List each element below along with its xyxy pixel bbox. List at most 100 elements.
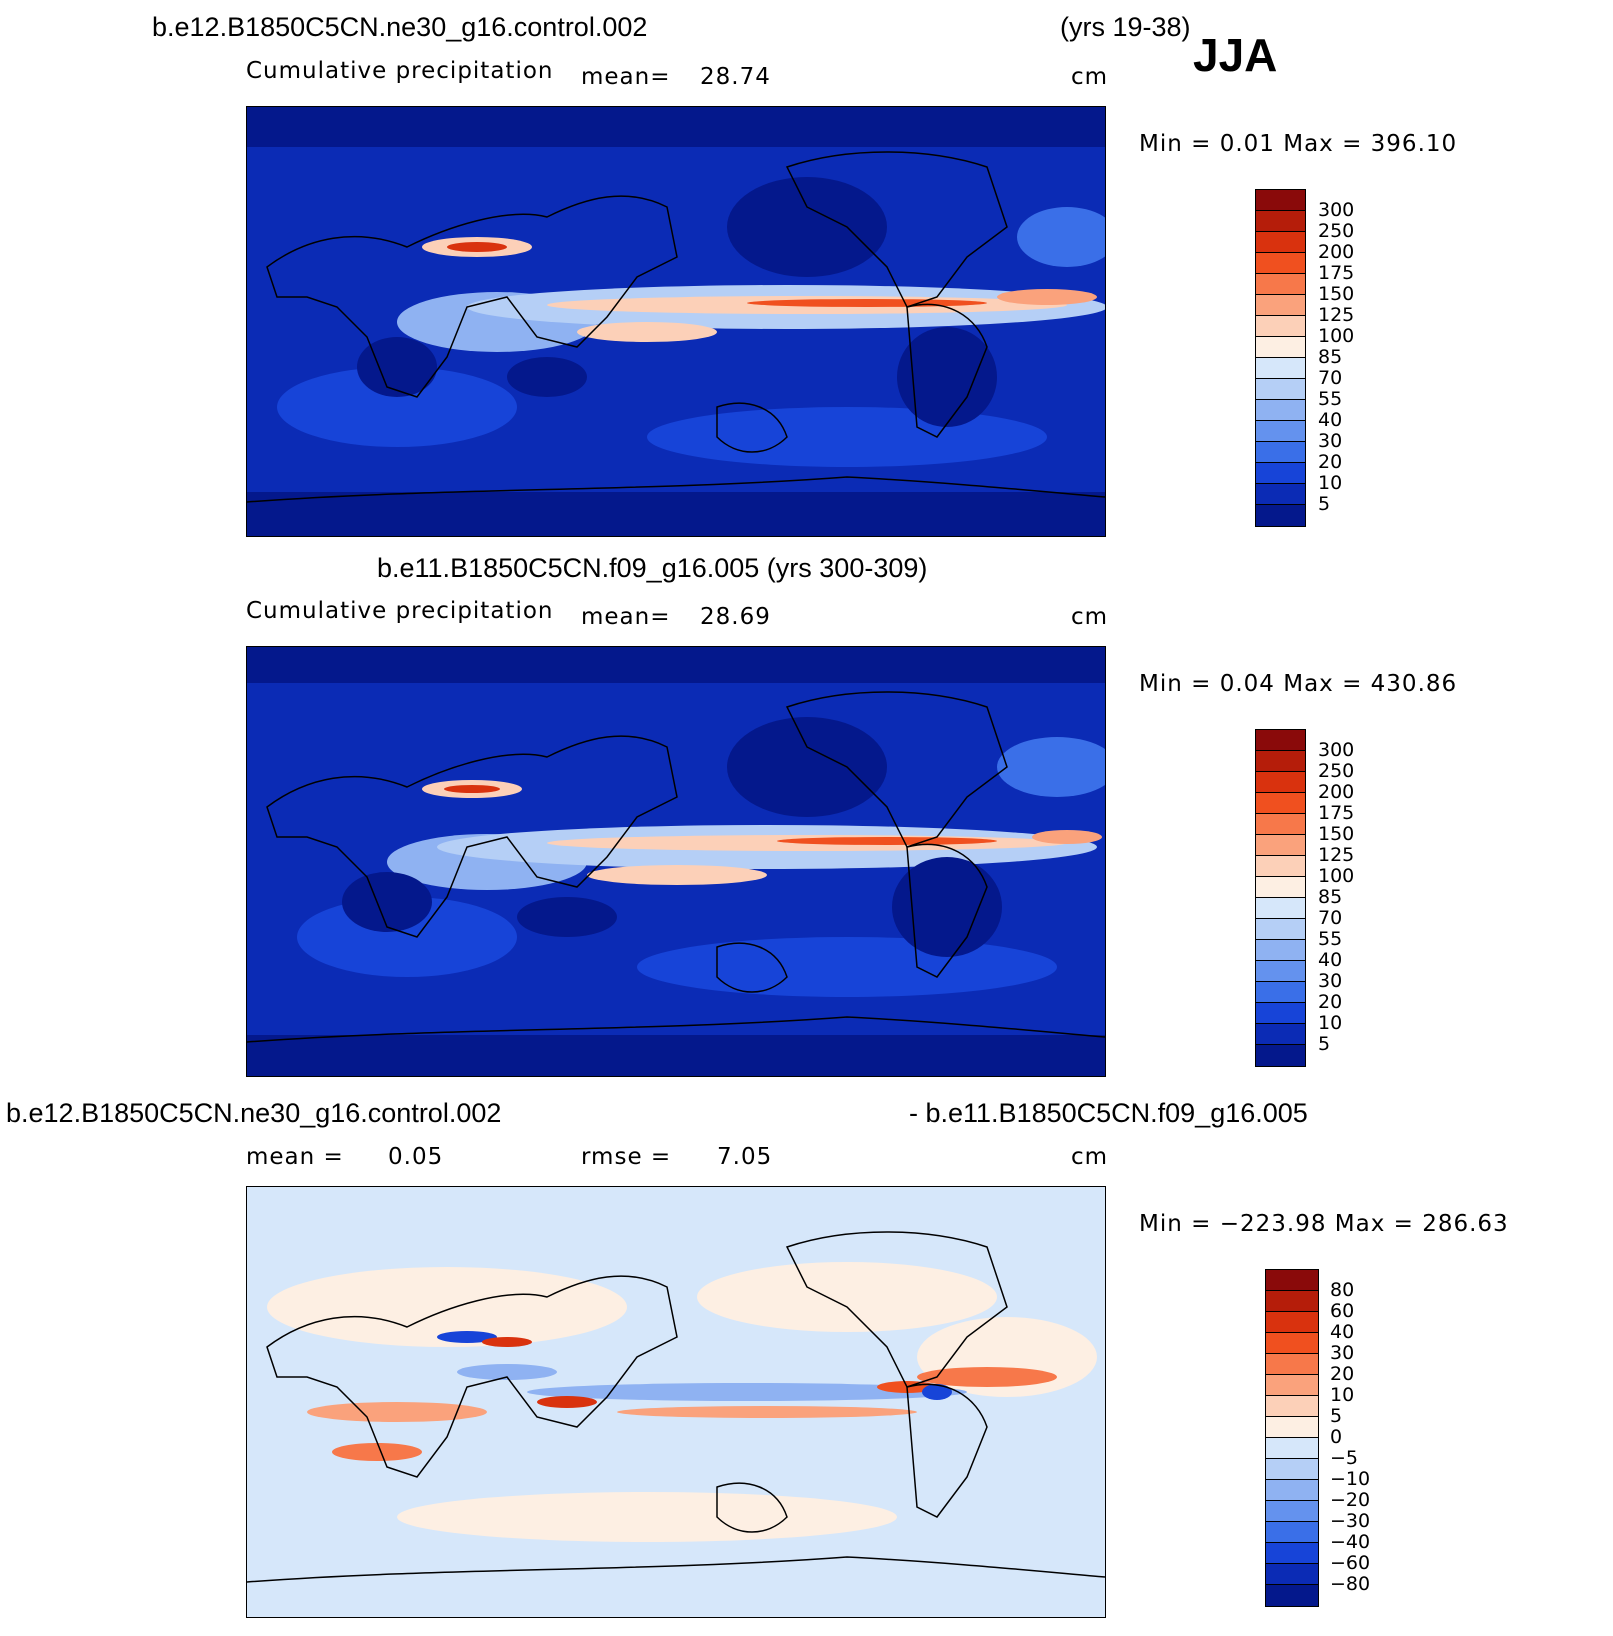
colorbar-swatch <box>1256 835 1305 856</box>
panel1-colorbar-labels: 300 250 200 175 150 125 100 85 70 55 40 30 20 10 5 <box>1318 189 1378 525</box>
panel2-min-max: Min = 0.04 Max = 430.86 <box>1139 671 1458 697</box>
panel2-precip-map <box>246 646 1106 1077</box>
panel2-title: b.e11.B1850C5CN.f09_g16.005 (yrs 300-309… <box>377 553 928 583</box>
colorbar-swatch <box>1256 940 1305 961</box>
colorbar-tick-label: 250 <box>1318 760 1355 782</box>
panel2-field-label: Cumulative precipitation <box>246 598 554 624</box>
colorbar-swatch <box>1256 211 1305 232</box>
colorbar-tick-label: 125 <box>1318 304 1355 326</box>
colorbar-tick-label: 85 <box>1318 346 1343 368</box>
colorbar-swatch <box>1256 793 1305 814</box>
colorbar-tick-label: 85 <box>1318 886 1343 908</box>
colorbar-tick-label: 10 <box>1330 1384 1355 1406</box>
colorbar-swatch <box>1256 856 1305 877</box>
colorbar-swatch <box>1256 316 1305 337</box>
colorbar-swatch <box>1256 1003 1305 1024</box>
colorbar-tick-label: −30 <box>1330 1510 1371 1532</box>
colorbar-swatch <box>1256 751 1305 772</box>
colorbar-swatch <box>1256 961 1305 982</box>
panel1-min-max: Min = 0.01 Max = 396.10 <box>1139 131 1458 157</box>
colorbar-swatch <box>1256 337 1305 358</box>
colorbar-tick-label: 30 <box>1330 1342 1355 1364</box>
colorbar-tick-label: 55 <box>1318 928 1343 950</box>
colorbar-swatch <box>1266 1417 1318 1438</box>
panel2-colorbar-labels: 300 250 200 175 150 125 100 85 70 55 40 30 20 10 5 <box>1318 729 1378 1065</box>
colorbar-swatch <box>1256 898 1305 919</box>
colorbar-swatch <box>1266 1564 1318 1585</box>
panel3-colorbar-labels: 80 60 40 30 20 10 5 0 −5 −10 −20 −30 −40 −60 −80 <box>1330 1269 1400 1605</box>
colorbar-swatch <box>1266 1543 1318 1564</box>
colorbar-tick-label: 70 <box>1318 367 1343 389</box>
colorbar-swatch <box>1256 463 1305 484</box>
colorbar-swatch <box>1266 1501 1318 1522</box>
colorbar-swatch <box>1256 442 1305 463</box>
colorbar-swatch <box>1266 1312 1318 1333</box>
colorbar-swatch <box>1266 1438 1318 1459</box>
panel3-rmse-value: 7.05 <box>717 1144 773 1170</box>
colorbar-tick-label: 55 <box>1318 388 1343 410</box>
colorbar-swatch <box>1266 1375 1318 1396</box>
panel1-map-graphic <box>247 107 1105 536</box>
colorbar-swatch <box>1266 1480 1318 1501</box>
panel3-colorbar <box>1265 1269 1319 1607</box>
colorbar-tick-label: 60 <box>1330 1300 1355 1322</box>
colorbar-tick-label: −80 <box>1330 1573 1371 1595</box>
case1-years: (yrs 19-38) <box>1060 12 1191 42</box>
colorbar-swatch <box>1256 379 1305 400</box>
panel3-mean-label: mean = <box>246 1144 344 1170</box>
colorbar-swatch <box>1266 1396 1318 1417</box>
colorbar-tick-label: 150 <box>1318 823 1355 845</box>
colorbar-swatch <box>1256 982 1305 1003</box>
colorbar-tick-label: 125 <box>1318 844 1355 866</box>
colorbar-tick-label: 150 <box>1318 283 1355 305</box>
colorbar-swatch <box>1256 421 1305 442</box>
colorbar-swatch <box>1266 1291 1318 1312</box>
panel3-mean-value: 0.05 <box>388 1144 444 1170</box>
panel2-mean-label: mean= <box>581 604 671 630</box>
colorbar-tick-label: 40 <box>1318 949 1343 971</box>
colorbar-swatch <box>1256 253 1305 274</box>
panel1-mean-value: 28.74 <box>700 64 771 90</box>
colorbar-swatch <box>1256 190 1305 211</box>
colorbar-swatch <box>1266 1270 1318 1291</box>
colorbar-swatch <box>1256 295 1305 316</box>
colorbar-tick-label: 20 <box>1318 991 1343 1013</box>
colorbar-tick-label: 300 <box>1318 199 1355 221</box>
colorbar-swatch <box>1256 877 1305 898</box>
colorbar-tick-label: 175 <box>1318 802 1355 824</box>
colorbar-tick-label: 40 <box>1318 409 1343 431</box>
colorbar-swatch <box>1256 772 1305 793</box>
colorbar-swatch <box>1266 1354 1318 1375</box>
panel1-precip-map <box>246 106 1106 537</box>
season-label: JJA <box>1193 29 1278 81</box>
panel3-min-max: Min = −223.98 Max = 286.63 <box>1139 1211 1509 1237</box>
colorbar-tick-label: 70 <box>1318 907 1343 929</box>
colorbar-tick-label: 40 <box>1330 1321 1355 1343</box>
colorbar-tick-label: 30 <box>1318 430 1343 452</box>
colorbar-swatch <box>1256 730 1305 751</box>
panel1-units: cm <box>1071 64 1109 90</box>
colorbar-swatch <box>1256 1045 1305 1066</box>
colorbar-swatch <box>1256 814 1305 835</box>
panel2-mean-value: 28.69 <box>700 604 771 630</box>
colorbar-tick-label: −10 <box>1330 1468 1371 1490</box>
colorbar-tick-label: 200 <box>1318 781 1355 803</box>
panel1-colorbar <box>1255 189 1306 527</box>
colorbar-tick-label: 5 <box>1318 1033 1331 1055</box>
colorbar-tick-label: 100 <box>1318 325 1355 347</box>
panel2-units: cm <box>1071 604 1109 630</box>
colorbar-swatch <box>1266 1585 1318 1606</box>
panel3-title-right: - b.e11.B1850C5CN.f09_g16.005 <box>909 1098 1308 1128</box>
colorbar-tick-label: 175 <box>1318 262 1355 284</box>
colorbar-tick-label: 20 <box>1318 451 1343 473</box>
colorbar-tick-label: 80 <box>1330 1279 1355 1301</box>
panel1-field-label: Cumulative precipitation <box>246 58 554 84</box>
panel3-units: cm <box>1071 1144 1109 1170</box>
panel3-map-graphic <box>247 1187 1105 1617</box>
colorbar-swatch <box>1256 1024 1305 1045</box>
panel2-colorbar <box>1255 729 1306 1067</box>
colorbar-swatch <box>1256 400 1305 421</box>
colorbar-tick-label: −60 <box>1330 1552 1371 1574</box>
colorbar-tick-label: −40 <box>1330 1531 1371 1553</box>
panel1-mean-label: mean= <box>581 64 671 90</box>
